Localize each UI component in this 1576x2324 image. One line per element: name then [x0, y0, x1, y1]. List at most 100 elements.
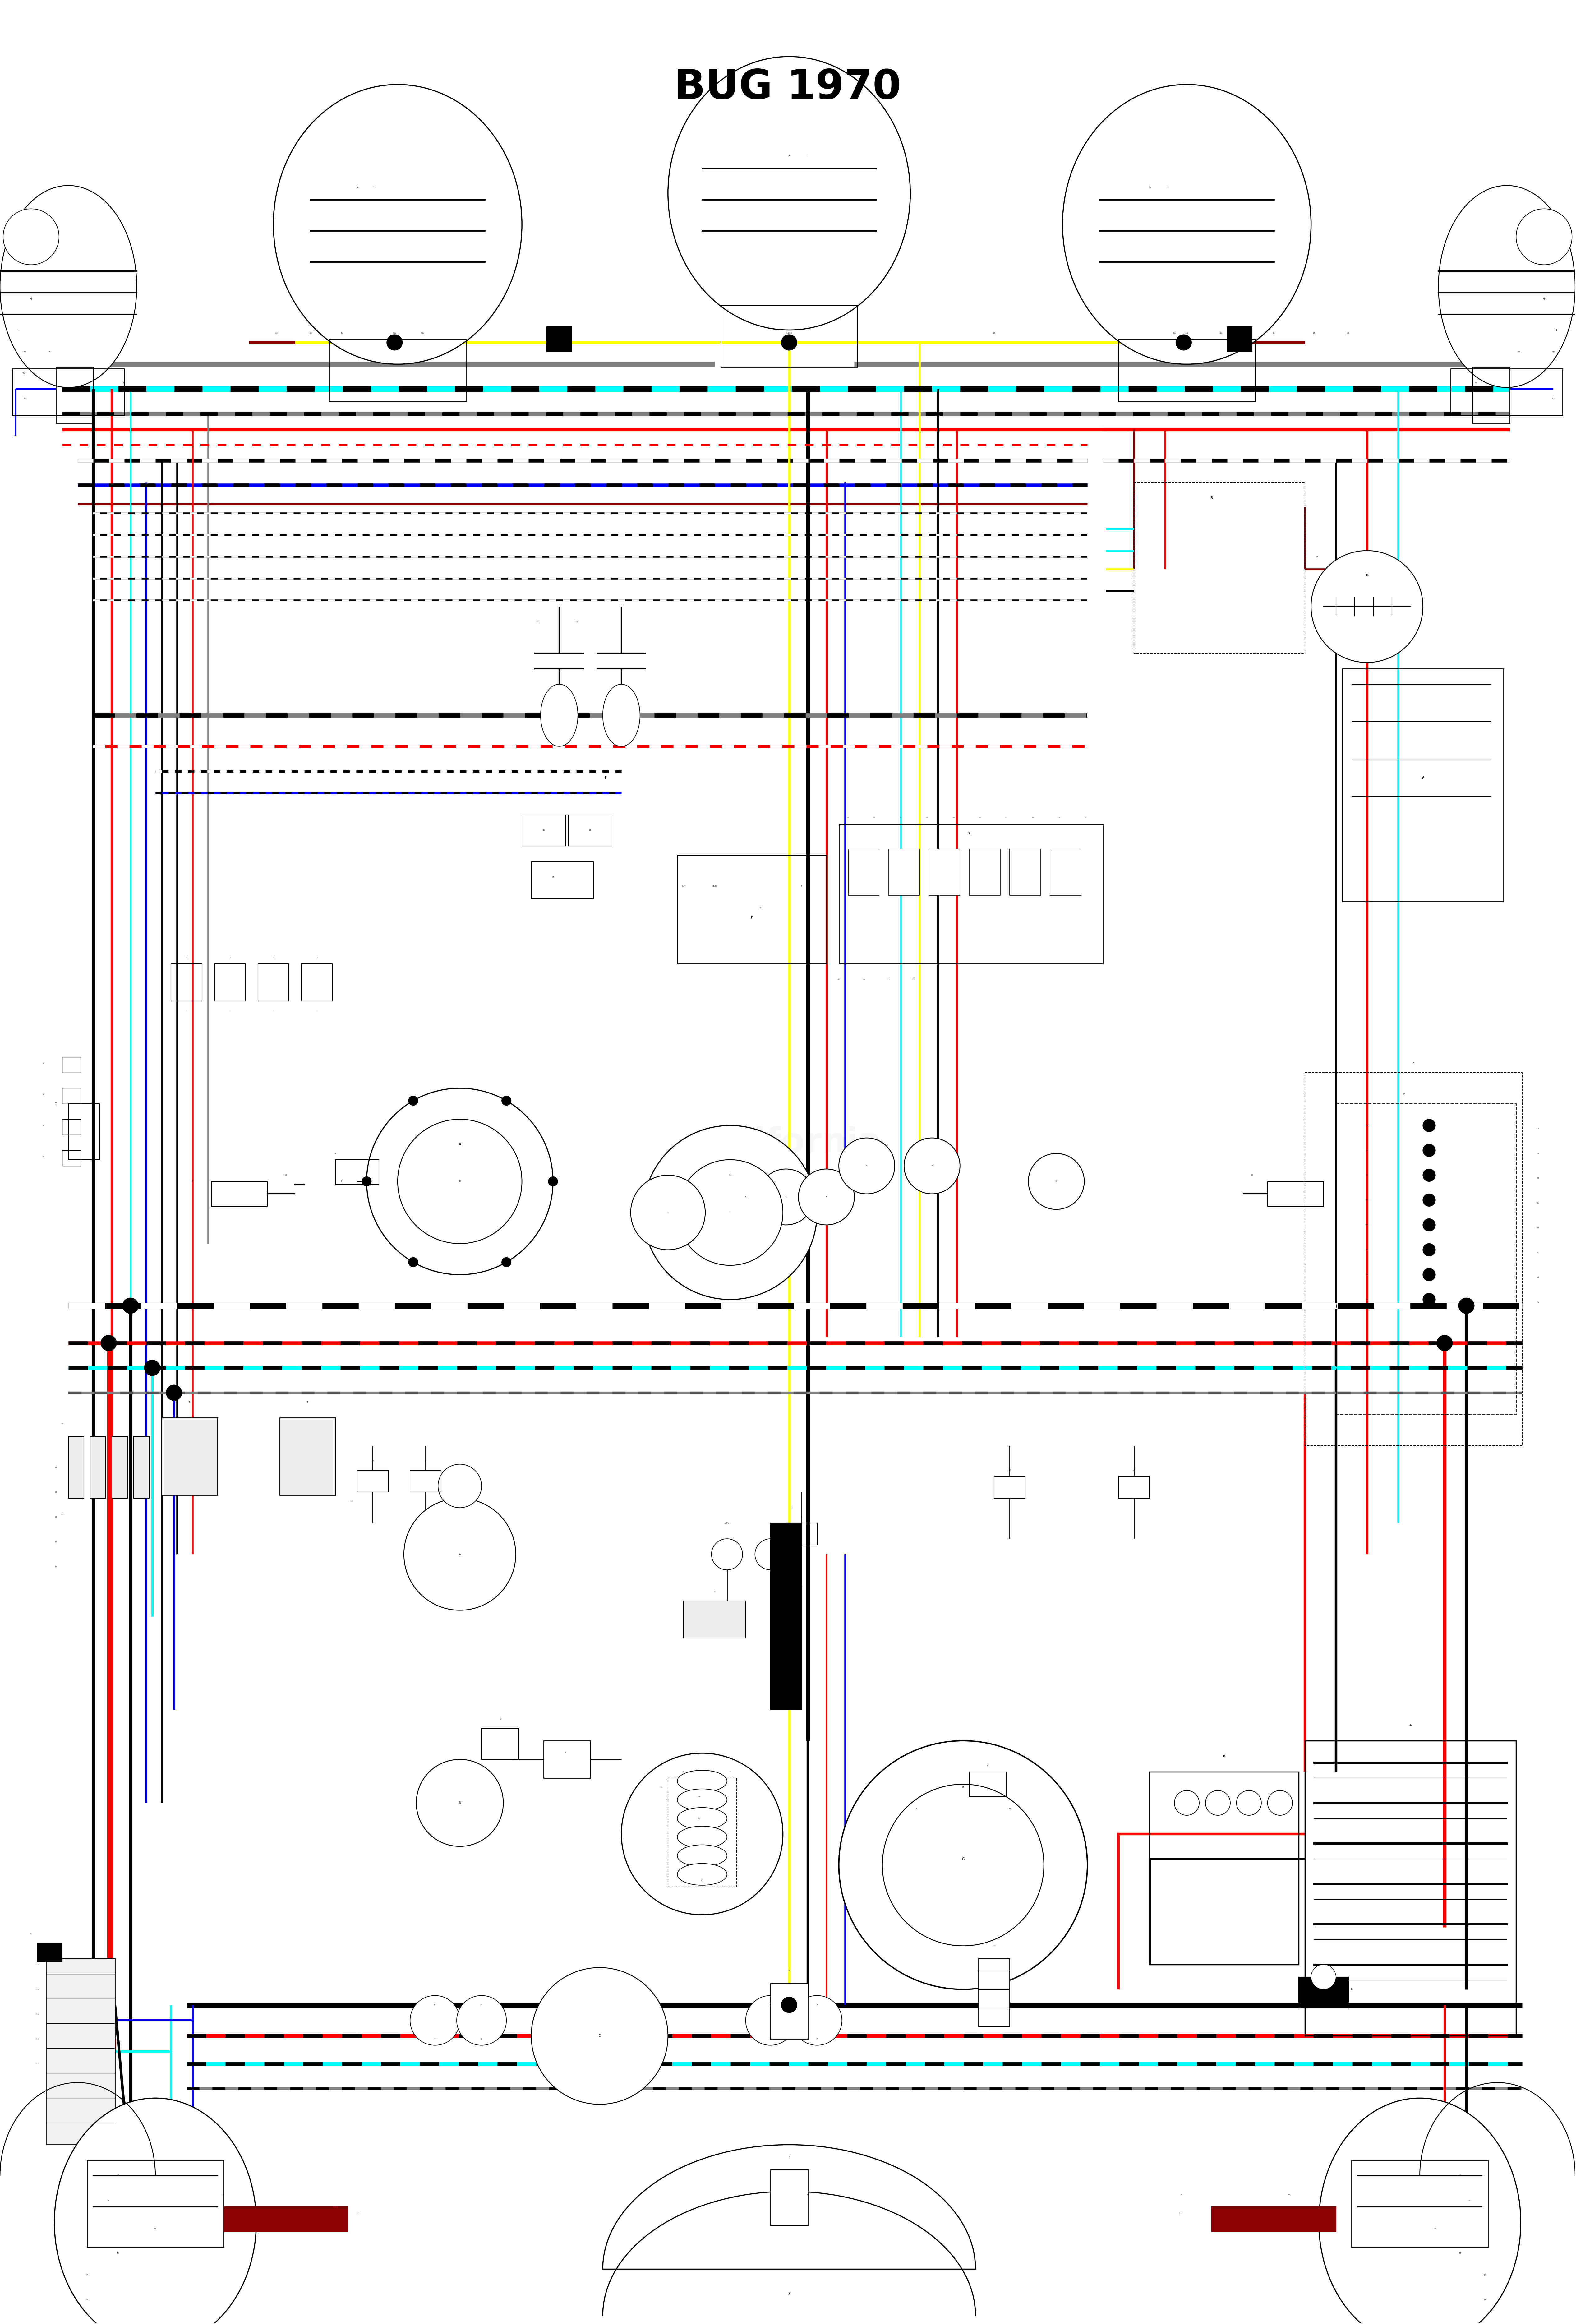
- Bar: [771, 1982, 808, 2038]
- Text: S: S: [968, 832, 971, 834]
- Bar: [848, 848, 879, 895]
- Circle shape: [782, 1996, 797, 2013]
- Bar: [1119, 1476, 1149, 1499]
- Bar: [1212, 2208, 1336, 2231]
- Circle shape: [1423, 1218, 1436, 1232]
- Circle shape: [1437, 1336, 1453, 1350]
- Text: ...: ...: [61, 1513, 63, 1515]
- Text: D: D: [459, 1143, 462, 1146]
- Ellipse shape: [1439, 186, 1574, 388]
- Circle shape: [799, 1169, 854, 1225]
- Text: G: G: [1365, 574, 1368, 576]
- Ellipse shape: [1062, 84, 1311, 365]
- Circle shape: [1174, 1789, 1199, 1815]
- Circle shape: [782, 335, 797, 351]
- Circle shape: [621, 1752, 783, 1915]
- Bar: [786, 1522, 816, 1545]
- Ellipse shape: [678, 1845, 727, 1866]
- Bar: [1149, 1771, 1299, 1964]
- Circle shape: [145, 1360, 161, 1376]
- Text: M¹: M¹: [1543, 297, 1546, 300]
- Circle shape: [386, 335, 402, 351]
- Circle shape: [1267, 1789, 1292, 1815]
- Bar: [1299, 1978, 1349, 2008]
- Circle shape: [101, 1336, 117, 1350]
- Circle shape: [838, 1741, 1087, 1989]
- Bar: [1010, 848, 1040, 895]
- Ellipse shape: [678, 1808, 727, 1829]
- Circle shape: [1029, 1153, 1084, 1208]
- Circle shape: [717, 1169, 774, 1225]
- Text: BUG 1970: BUG 1970: [675, 67, 901, 107]
- Bar: [211, 1181, 268, 1206]
- Text: ①: ①: [1351, 1987, 1352, 1992]
- Bar: [771, 1522, 802, 1710]
- Circle shape: [643, 1125, 816, 1299]
- Text: H: H: [788, 156, 790, 158]
- Circle shape: [711, 1538, 742, 1569]
- Ellipse shape: [541, 683, 578, 746]
- Bar: [684, 1601, 745, 1638]
- Bar: [994, 1476, 1026, 1499]
- Bar: [1228, 328, 1251, 351]
- Text: C: C: [701, 1880, 703, 1882]
- Bar: [531, 862, 594, 899]
- Bar: [13, 370, 125, 416]
- Bar: [61, 1088, 80, 1104]
- Bar: [90, 1436, 106, 1499]
- Bar: [55, 367, 93, 423]
- Circle shape: [367, 1088, 553, 1274]
- Bar: [1305, 1741, 1516, 2036]
- Bar: [134, 1436, 150, 1499]
- Ellipse shape: [0, 186, 137, 388]
- Ellipse shape: [678, 1771, 727, 1792]
- Bar: [224, 2208, 348, 2231]
- Bar: [112, 1436, 128, 1499]
- Circle shape: [362, 1176, 372, 1185]
- Bar: [969, 848, 1001, 895]
- Bar: [928, 848, 960, 895]
- Text: A: A: [1409, 1724, 1412, 1727]
- Text: G: G: [730, 1174, 731, 1176]
- Bar: [482, 1729, 519, 1759]
- Text: R: R: [1210, 497, 1214, 500]
- Circle shape: [838, 1139, 895, 1195]
- Circle shape: [1206, 1789, 1231, 1815]
- Circle shape: [1459, 1297, 1474, 1313]
- Bar: [38, 1943, 61, 1961]
- Bar: [47, 1959, 115, 2145]
- Ellipse shape: [678, 1789, 727, 1810]
- Bar: [1336, 1104, 1516, 1415]
- Bar: [1050, 848, 1081, 895]
- Bar: [329, 339, 466, 402]
- Text: W: W: [459, 1552, 462, 1555]
- Bar: [544, 1741, 591, 1778]
- Bar: [569, 816, 611, 846]
- Bar: [358, 1471, 388, 1492]
- Text: M⁵: M⁵: [30, 297, 33, 300]
- Text: F: F: [605, 776, 607, 779]
- Circle shape: [1311, 1964, 1336, 1989]
- Bar: [720, 304, 857, 367]
- Circle shape: [408, 1257, 418, 1267]
- Circle shape: [457, 1996, 506, 2045]
- Text: E': E': [340, 1181, 344, 1183]
- Bar: [668, 1778, 736, 1887]
- Text: O: O: [599, 2034, 600, 2038]
- Circle shape: [1516, 209, 1571, 265]
- Text: X: X: [788, 2291, 790, 2296]
- Text: V: V: [1422, 776, 1425, 779]
- Circle shape: [531, 1968, 668, 2103]
- Text: California
Bug: California Bug: [693, 1125, 881, 1199]
- Circle shape: [1423, 1269, 1436, 1281]
- Bar: [1119, 339, 1254, 402]
- Circle shape: [758, 1169, 813, 1225]
- Text: N: N: [459, 1801, 460, 1803]
- Circle shape: [501, 1097, 511, 1106]
- Circle shape: [3, 209, 58, 265]
- Bar: [969, 1771, 1007, 1796]
- Bar: [214, 964, 246, 1002]
- Circle shape: [755, 1538, 786, 1569]
- Ellipse shape: [54, 2099, 257, 2324]
- Bar: [1343, 669, 1504, 902]
